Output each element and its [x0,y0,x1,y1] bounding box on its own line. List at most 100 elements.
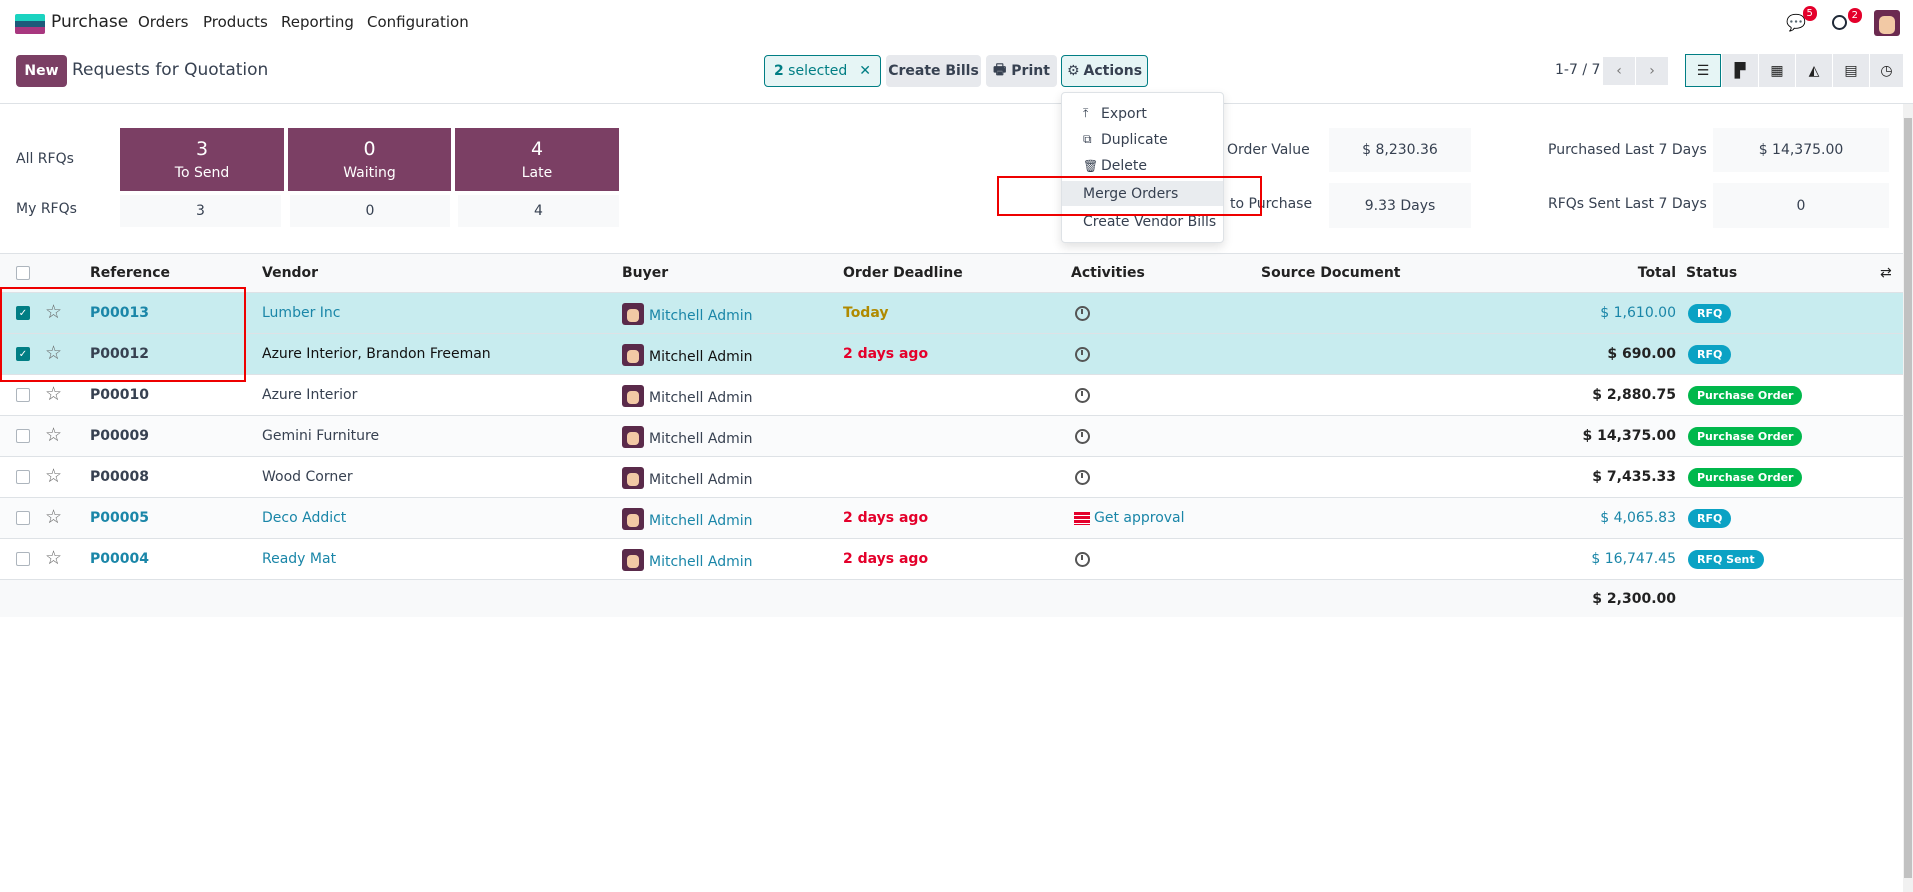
activities-icon[interactable]: 2 [1832,8,1862,30]
kanban-view-button[interactable]: ▛ [1722,54,1758,87]
vendor[interactable]: Azure Interior [262,387,358,403]
table-row[interactable]: ☆ P00010 Azure Interior Mitchell Admin $ 2,8… [0,375,1903,416]
print-button[interactable]: 🖶 Print [986,55,1057,87]
col-buyer[interactable]: Buyer [622,265,669,281]
total: $ 690.00 [1607,346,1676,362]
status-badge: Purchase Order [1688,427,1803,446]
user-avatar[interactable] [1874,10,1900,36]
app-name[interactable]: Purchase [51,12,129,32]
buyer-avatar [622,426,644,448]
activity[interactable]: Get approval [1074,510,1185,526]
reference[interactable]: P00005 [90,510,149,526]
row-checkbox[interactable] [16,470,30,484]
col-source[interactable]: Source Document [1261,265,1401,281]
menu-item-delete[interactable]: 🗑 Delete [1062,153,1223,178]
reference[interactable]: P00009 [90,428,149,444]
clear-selection-icon[interactable]: ✕ [859,63,872,79]
activity-clock-icon[interactable] [1075,306,1090,325]
row-checkbox[interactable]: ✓ [16,306,30,320]
menu-item-create-vendor-bills[interactable]: Create Vendor Bills [1083,213,1217,230]
my-waiting[interactable]: 0 [290,195,450,227]
star-icon[interactable]: ☆ [45,506,63,528]
star-icon[interactable]: ☆ [45,342,63,364]
reference[interactable]: P00008 [90,469,149,485]
buyer[interactable]: Mitchell Admin [622,303,753,327]
tile-waiting[interactable]: 0 Waiting [288,128,451,191]
buyer[interactable]: Mitchell Admin [622,508,753,532]
new-button[interactable]: New [16,55,67,87]
purchase-app-icon[interactable] [15,14,45,34]
menu-reporting[interactable]: Reporting [281,13,354,31]
reference[interactable]: P00004 [90,551,149,567]
star-icon[interactable]: ☆ [45,547,63,569]
col-vendor[interactable]: Vendor [262,265,319,281]
scrollbar[interactable] [1903,104,1913,892]
col-activities[interactable]: Activities [1071,265,1145,281]
table-row[interactable]: ☆ P00004 Ready Mat Mitchell Admin 2 days ago… [0,539,1903,580]
tile-to-send[interactable]: 3 To Send [120,128,284,191]
buyer[interactable]: Mitchell Admin [622,549,753,573]
buyer[interactable]: Mitchell Admin [622,344,753,368]
star-icon[interactable]: ☆ [45,301,63,323]
tile-late[interactable]: 4 Late [455,128,619,191]
my-late[interactable]: 4 [458,195,619,227]
list-view-button[interactable]: ☰ [1685,54,1721,87]
graph-view-button[interactable]: ◭ [1796,54,1832,87]
activity-clock-icon[interactable] [1075,388,1090,407]
reference[interactable]: P00013 [90,305,149,321]
buyer[interactable]: Mitchell Admin [622,467,753,491]
vendor[interactable]: Wood Corner [262,469,353,485]
activity-view-button[interactable]: ◷ [1870,54,1903,87]
table-row[interactable]: ☆ P00005 Deco Addict Mitchell Admin 2 days a… [0,498,1903,539]
menu-orders[interactable]: Orders [138,13,189,31]
star-icon[interactable]: ☆ [45,383,63,405]
table-row[interactable]: ✓ ☆ P00012 Azure Interior, Brandon Freeman M… [0,334,1903,375]
vendor[interactable]: Gemini Furniture [262,428,380,444]
menu-configuration[interactable]: Configuration [367,13,469,31]
menu-item-duplicate[interactable]: ⧉ Duplicate [1062,127,1223,152]
calendar-view-button[interactable]: ▤ [1833,54,1869,87]
table-row[interactable]: ☆ P00008 Wood Corner Mitchell Admin $ 7,435.… [0,457,1903,498]
vendor[interactable]: Lumber Inc [262,305,341,321]
reference[interactable]: P00012 [90,346,149,362]
pager-prev-button[interactable]: ‹ [1603,57,1635,85]
optional-columns-icon[interactable]: ⇄ [1880,265,1892,281]
activity-clock-icon[interactable] [1075,347,1090,366]
messages-icon[interactable]: 💬 5 [1786,6,1817,32]
selection-badge[interactable]: 2 selected ✕ [764,55,881,87]
row-checkbox[interactable] [16,388,30,402]
row-checkbox[interactable]: ✓ [16,347,30,361]
menu-item-merge-orders[interactable]: Merge Orders [1062,181,1223,206]
create-bills-button[interactable]: Create Bills [886,55,981,87]
menu-products[interactable]: Products [203,13,268,31]
vendor[interactable]: Azure Interior, Brandon Freeman [262,346,491,362]
select-all-checkbox[interactable] [16,266,30,280]
pager-value[interactable]: 1-7 / 7 [1555,62,1601,78]
stat-value-order-value: $ 8,230.36 [1329,128,1471,172]
stat-label-rfqs-sent: RFQs Sent Last 7 Days [1548,196,1707,212]
row-checkbox[interactable] [16,552,30,566]
activity-clock-icon[interactable] [1075,470,1090,489]
buyer[interactable]: Mitchell Admin [622,385,753,409]
pivot-view-button[interactable]: ▦ [1759,54,1795,87]
buyer[interactable]: Mitchell Admin [622,426,753,450]
vendor[interactable]: Ready Mat [262,551,337,567]
row-checkbox[interactable] [16,429,30,443]
table-row[interactable]: ✓ ☆ P00013 Lumber Inc Mitchell Admin Today $ 1… [0,293,1903,334]
reference[interactable]: P00010 [90,387,149,403]
col-total[interactable]: Total [1637,265,1676,281]
menu-item-export[interactable]: ⤒ Export [1062,101,1223,126]
table-row[interactable]: ☆ P00009 Gemini Furniture Mitchell Admin $ 1… [0,416,1903,457]
col-status[interactable]: Status [1686,265,1738,281]
activity-clock-icon[interactable] [1075,552,1090,571]
row-checkbox[interactable] [16,511,30,525]
star-icon[interactable]: ☆ [45,424,63,446]
star-icon[interactable]: ☆ [45,465,63,487]
col-deadline[interactable]: Order Deadline [843,265,963,281]
pager-next-button[interactable]: › [1636,57,1668,85]
vendor[interactable]: Deco Addict [262,510,347,526]
my-to-send[interactable]: 3 [120,195,281,227]
activity-clock-icon[interactable] [1075,429,1090,448]
actions-button[interactable]: ⚙ Actions [1061,55,1148,87]
col-reference[interactable]: Reference [90,265,171,281]
